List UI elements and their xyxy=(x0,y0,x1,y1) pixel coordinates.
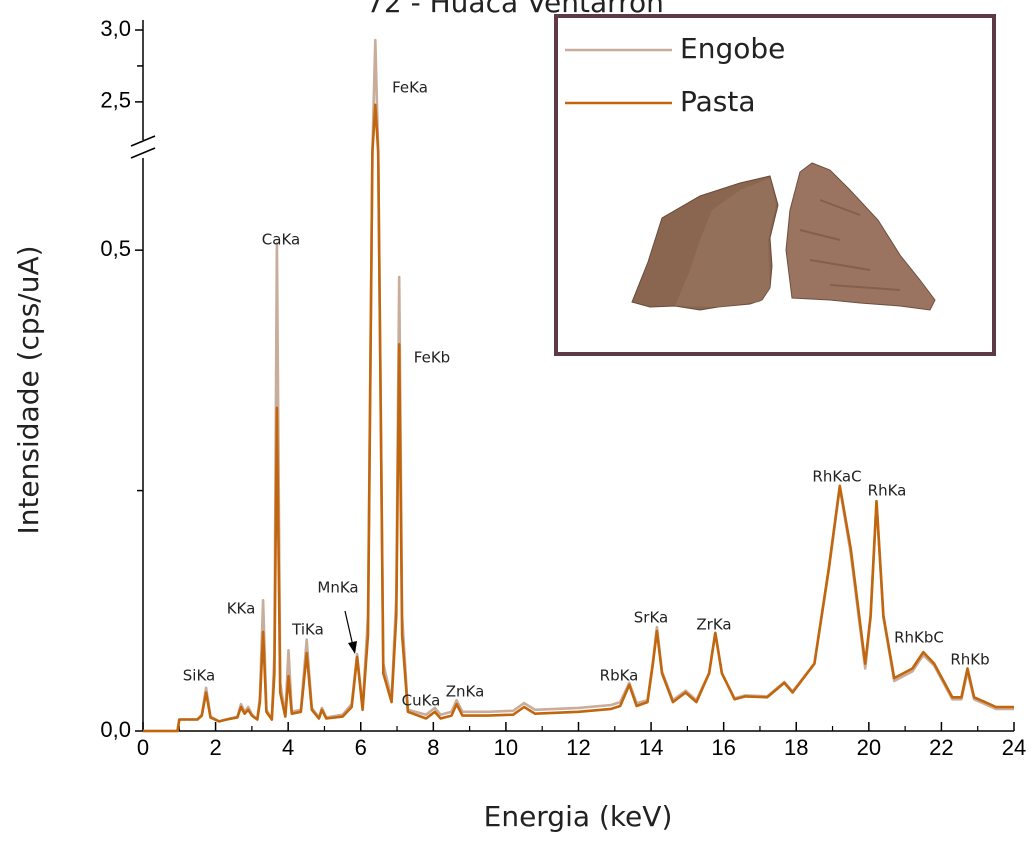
legend-label: Pasta xyxy=(680,85,756,118)
peak-label: SrKa xyxy=(634,609,668,627)
peak-label: SiKa xyxy=(183,667,215,685)
x-tick-label: 10 xyxy=(494,735,518,760)
x-axis-title: Energia (keV) xyxy=(484,800,673,833)
peak-label: RhKaC xyxy=(812,468,861,486)
x-tick-label: 22 xyxy=(929,735,953,760)
peak-label: CuKa xyxy=(402,692,441,710)
peak-label: RbKa xyxy=(600,667,639,685)
peak-label: KKa xyxy=(227,600,256,618)
y-axis-title: Intensidade (cps/uA) xyxy=(12,245,45,534)
x-tick-label: 24 xyxy=(1002,735,1026,760)
sherd-photo xyxy=(631,162,936,311)
x-tick-label: 0 xyxy=(137,735,149,760)
peak-label: FeKa xyxy=(392,79,428,97)
peak-label: FeKb xyxy=(414,349,450,367)
x-tick-label: 8 xyxy=(427,735,439,760)
peak-label: RhKb xyxy=(950,651,989,669)
y-tick-label: 3,0 xyxy=(100,16,131,41)
peak-label: CaKa xyxy=(262,231,300,249)
axis-break xyxy=(130,147,156,159)
peak-label: ZrKa xyxy=(696,616,731,634)
annotation-arrowhead xyxy=(348,641,357,654)
x-tick-label: 16 xyxy=(711,735,735,760)
y-tick-label: 2,5 xyxy=(100,88,131,113)
peak-label: ZnKa xyxy=(446,683,485,701)
peak-label: RhKbC xyxy=(894,629,944,647)
annotation-arrow xyxy=(344,610,354,647)
x-tick-label: 20 xyxy=(857,735,881,760)
x-tick-label: 6 xyxy=(355,735,367,760)
peak-label: MnKa xyxy=(317,579,358,597)
x-tick-label: 14 xyxy=(639,735,663,760)
x-tick-label: 18 xyxy=(784,735,808,760)
axis-break xyxy=(130,135,156,147)
x-tick-label: 2 xyxy=(209,735,221,760)
x-tick-label: 4 xyxy=(282,735,294,760)
peak-label: TiKa xyxy=(291,621,324,639)
y-tick-label: 0,5 xyxy=(100,236,131,261)
spectrum-line xyxy=(143,103,1014,733)
peak-label: RhKa xyxy=(868,482,907,500)
x-tick-label: 12 xyxy=(566,735,590,760)
y-tick-label: 0,0 xyxy=(100,717,131,742)
legend-label: Engobe xyxy=(680,32,785,65)
